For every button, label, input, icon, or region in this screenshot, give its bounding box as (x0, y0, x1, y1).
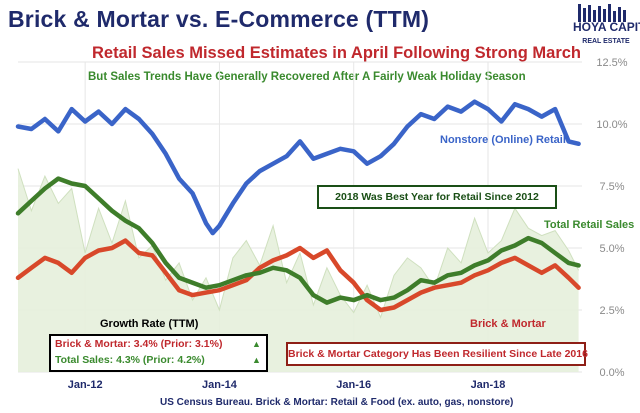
series-line-nonstore (15, 99, 581, 236)
y-tick-label: 2.5% (599, 305, 624, 317)
y-tick-label: 10.0% (596, 119, 627, 131)
growth-rate-title: Growth Rate (TTM) (100, 318, 199, 330)
chart-subtitle-secondary: But Sales Trends Have Generally Recovere… (88, 71, 526, 83)
total-sales-area (17, 168, 580, 372)
series-label-total: Total Retail Sales (544, 219, 634, 231)
y-tick-label: 5.0% (599, 243, 624, 255)
series-line-brick (15, 238, 581, 313)
hoya-capital-logo (578, 4, 626, 22)
annotation-best-year: 2018 Was Best Year for Retail Since 2012 (317, 185, 557, 209)
area-line (17, 168, 580, 319)
logo-subtext: REAL ESTATE (582, 38, 630, 45)
y-tick-label: 12.5% (596, 57, 627, 69)
series-label-brick: Brick & Mortar (470, 318, 547, 330)
growth-brick-mortar: Brick & Mortar: 3.4% (Prior: 3.1%) (55, 338, 223, 350)
x-tick-label: Jan-16 (336, 379, 371, 391)
series-lines (15, 99, 581, 313)
y-tick-label: 0.0% (599, 367, 624, 379)
growth-total-sales: Total Sales: 4.3% (Prior: 4.2%) (55, 354, 205, 366)
source-note: US Census Bureau. Brick & Mortar: Retail… (160, 397, 514, 408)
axis-ticks: 0.0% 2.5% 5.0% 7.5% 10.0% 12.5% Jan-12 Jan-14 Ja… (68, 57, 628, 391)
logo-text: HOYA CAPITAL (573, 20, 640, 34)
x-tick-label: Jan-14 (202, 379, 238, 391)
growth-rate-box: Brick & Mortar: 3.4% (Prior: 3.1%) ▲ Tot… (49, 334, 268, 372)
x-tick-label: Jan-12 (68, 379, 103, 391)
chart-subtitle: Retail Sales Missed Estimates in April F… (92, 44, 581, 62)
up-triangle-icon: ▲ (252, 339, 261, 349)
y-tick-label: 7.5% (599, 181, 624, 193)
chart-title: Brick & Mortar vs. E-Commerce (TTM) (8, 6, 430, 32)
area-fill (18, 168, 579, 372)
x-tick-label: Jan-18 (471, 379, 506, 391)
series-line-total (15, 176, 581, 305)
up-triangle-icon: ▲ (252, 355, 261, 365)
series-labels: Nonstore (Online) Retail Total Retail Sal… (440, 134, 634, 330)
annotation-resilient: Brick & Mortar Category Has Been Resilie… (286, 342, 588, 366)
series-label-nonstore: Nonstore (Online) Retail (440, 134, 566, 146)
